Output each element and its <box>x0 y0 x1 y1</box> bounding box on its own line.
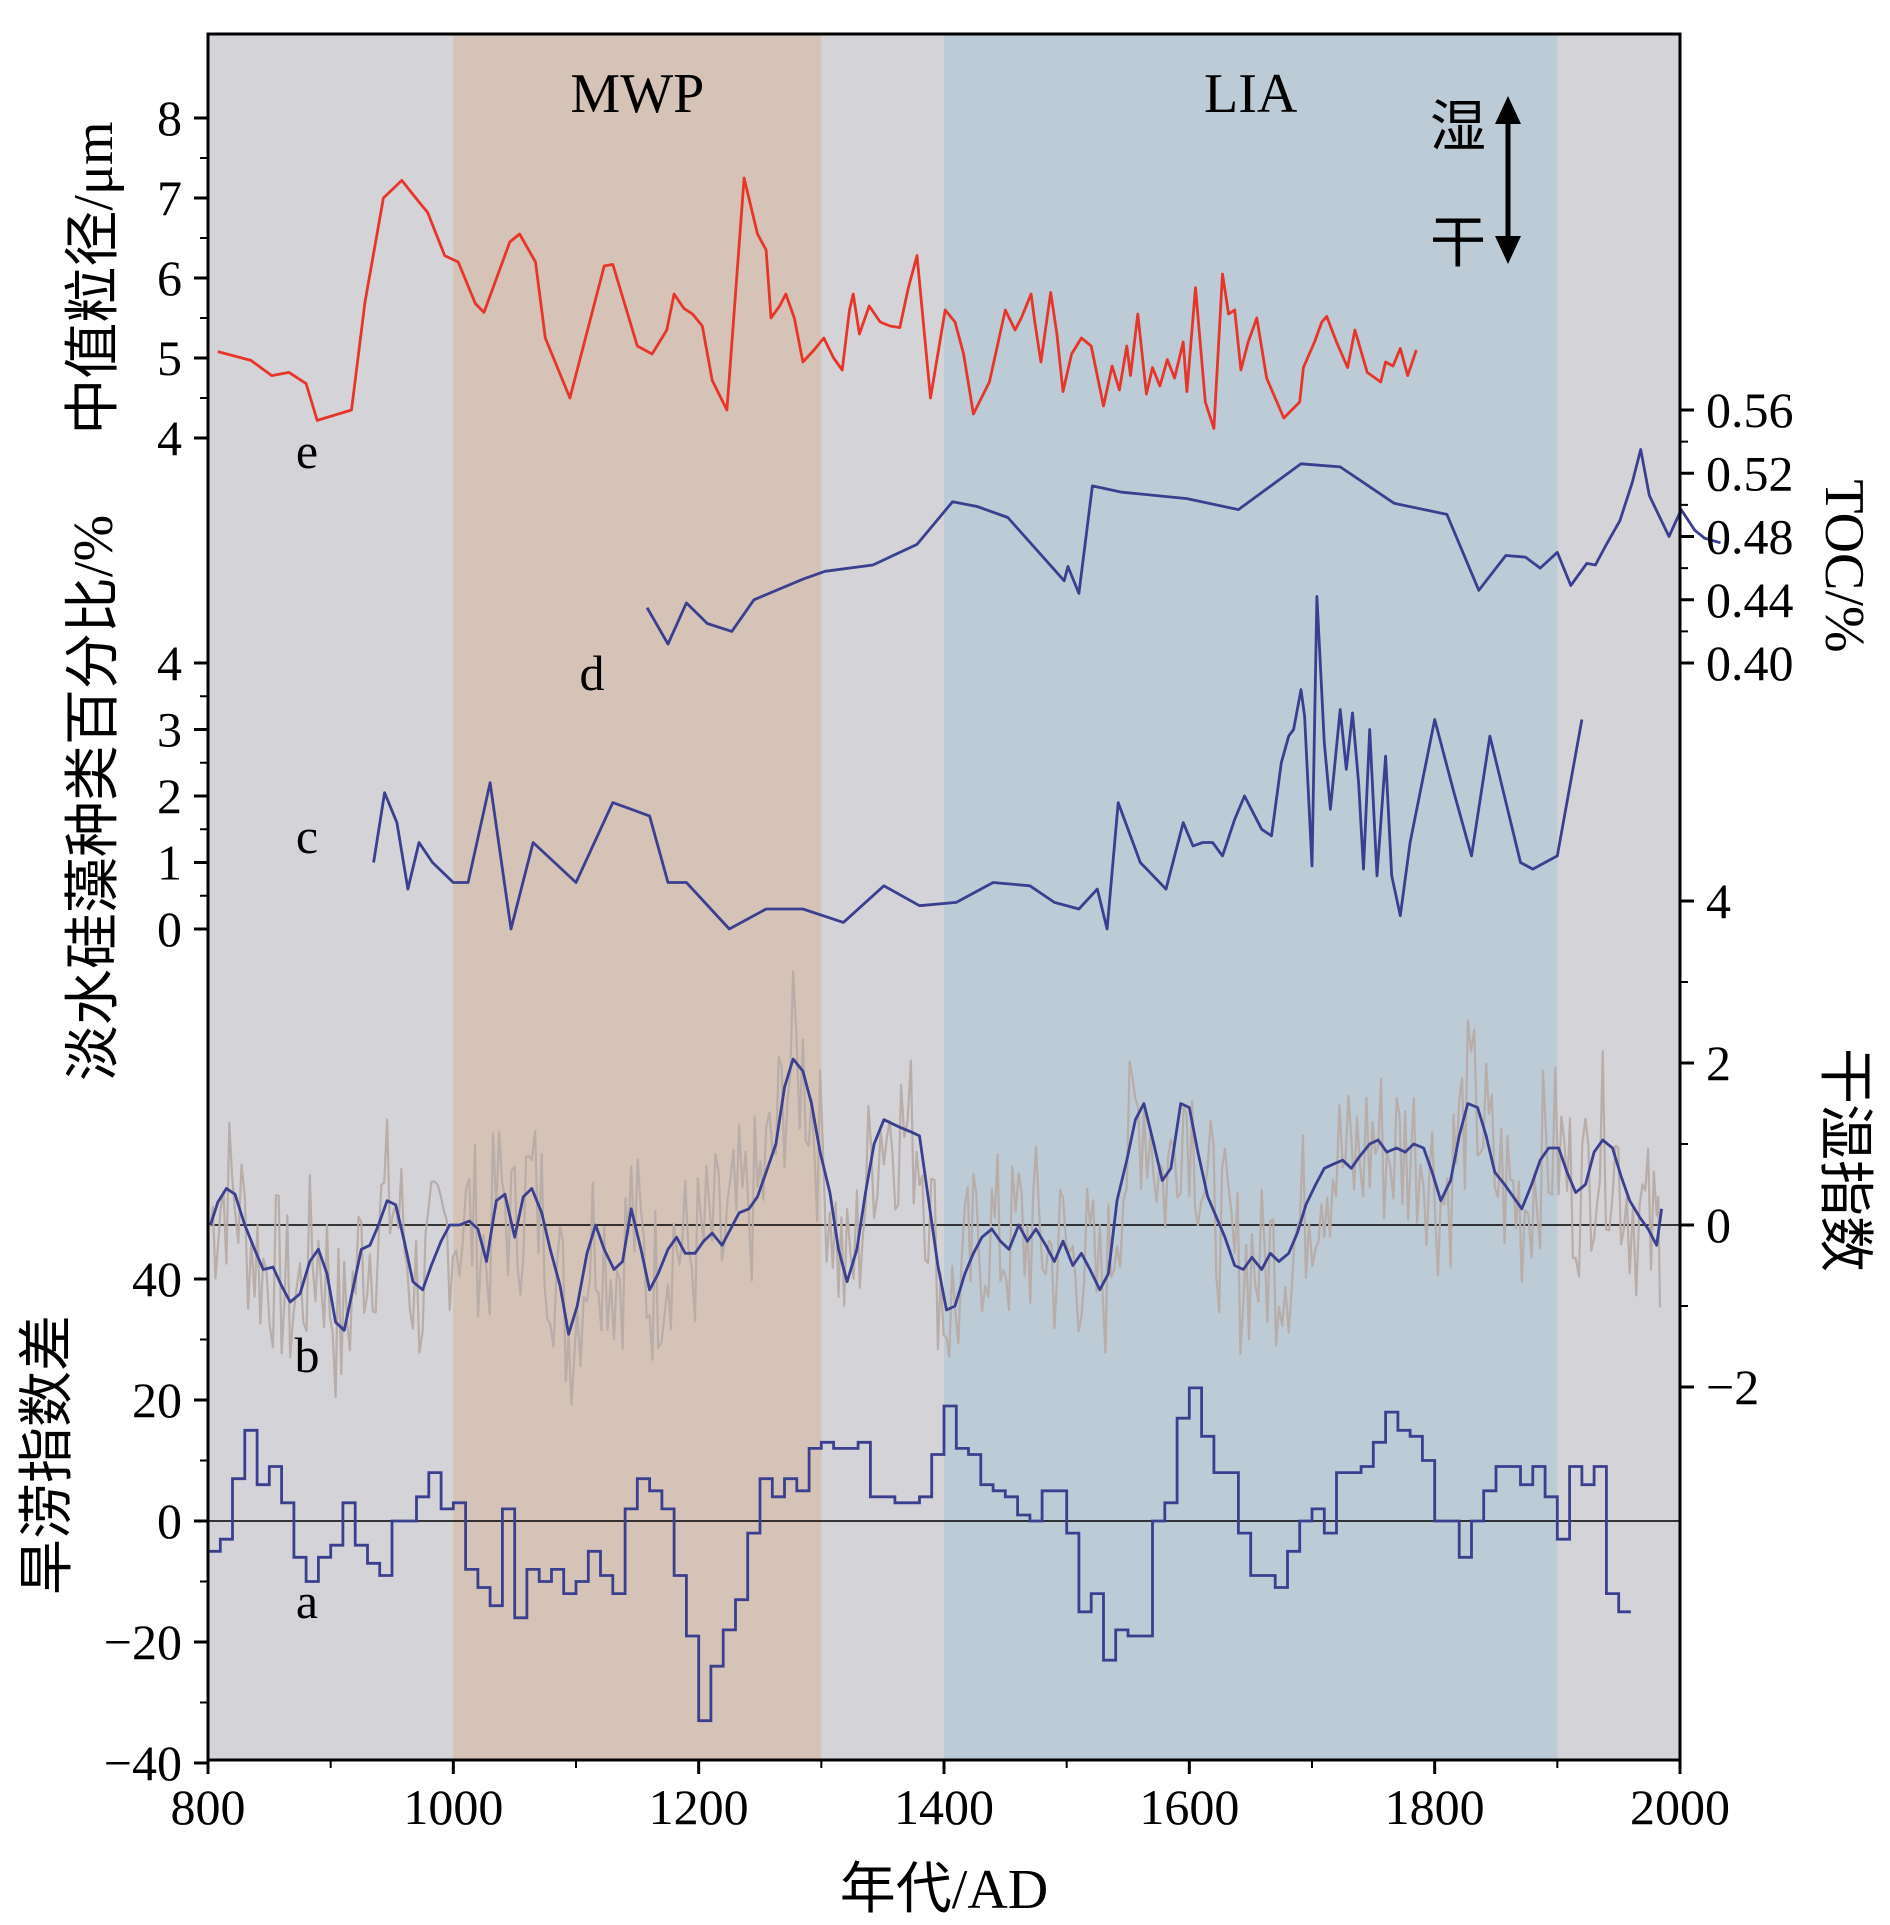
y-axis-title-e: 中值粒径/μm <box>63 121 125 434</box>
series-e-grain-size <box>217 176 1418 430</box>
period-band-mwp <box>453 34 822 1760</box>
x-axis-title: 年代/AD <box>840 1859 1048 1921</box>
series-c-diatom <box>372 595 1584 931</box>
y-tick-label-c: 2 <box>157 768 182 824</box>
y-axis-title-d: TOC/% <box>1813 479 1875 652</box>
x-tick-label: 1400 <box>894 1779 994 1835</box>
y-tick-label-d: 0.52 <box>1706 445 1794 501</box>
period-label-mwp: MWP <box>570 63 704 125</box>
wet-label: 湿 <box>1430 97 1486 159</box>
x-tick-label: 1800 <box>1385 1779 1485 1835</box>
y-tick-label-b: 0 <box>1706 1197 1731 1253</box>
y-axis-title-a: 旱涝指数差 <box>17 1315 79 1595</box>
y-tick-label-e: 7 <box>157 170 182 226</box>
panel-label-b: b <box>295 1327 320 1383</box>
y-tick-label-c: 4 <box>157 635 182 691</box>
y-tick-label-d: 0.48 <box>1706 509 1794 565</box>
x-tick-label: 1600 <box>1139 1779 1239 1835</box>
y-tick-label-d: 0.56 <box>1706 382 1794 438</box>
panel-label-e: e <box>296 423 318 479</box>
series-b-smoothed <box>209 1057 1663 1336</box>
y-tick-label-b: 2 <box>1706 1035 1731 1091</box>
y-tick-label-b: −2 <box>1706 1359 1759 1415</box>
y-tick-label-e: 6 <box>157 250 182 306</box>
wet-arrow-icon <box>1495 96 1521 124</box>
panel-label-a: a <box>296 1573 318 1629</box>
y-tick-label-e: 5 <box>157 330 182 386</box>
series-d-toc <box>645 448 1721 646</box>
y-tick-label-c: 1 <box>157 835 182 891</box>
panel-label-c: c <box>296 808 318 864</box>
dry-label: 干 <box>1430 213 1486 275</box>
y-tick-label-a: 20 <box>132 1372 182 1428</box>
y-tick-label-d: 0.40 <box>1706 635 1794 691</box>
panel-label-d: d <box>580 645 605 701</box>
y-tick-label-c: 0 <box>157 901 182 957</box>
series-a-drought-flood <box>208 1386 1631 1723</box>
y-tick-label-a: −40 <box>104 1735 182 1791</box>
y-tick-label-a: 0 <box>157 1493 182 1549</box>
y-axis-title-b: 干湿指数 <box>1813 1048 1875 1272</box>
y-tick-label-b: 4 <box>1706 873 1731 929</box>
x-tick-label: 800 <box>171 1779 246 1835</box>
x-tick-label: 1000 <box>403 1779 503 1835</box>
x-tick-label: 1200 <box>649 1779 749 1835</box>
y-tick-label-a: −20 <box>104 1614 182 1670</box>
period-label-lia: LIA <box>1204 63 1298 125</box>
x-tick-label: 2000 <box>1630 1779 1730 1835</box>
dry-arrow-icon <box>1495 236 1521 264</box>
period-band-lia <box>944 34 1558 1760</box>
y-tick-label-a: 40 <box>132 1251 182 1307</box>
y-tick-label-d: 0.44 <box>1706 572 1794 628</box>
series-b-raw <box>209 970 1662 1406</box>
y-tick-label-e: 4 <box>157 410 182 466</box>
y-axis-title-c: 淡水硅藻种类百分比/% <box>63 515 125 1081</box>
y-tick-label-e: 8 <box>157 90 182 146</box>
y-tick-label-c: 3 <box>157 702 182 758</box>
